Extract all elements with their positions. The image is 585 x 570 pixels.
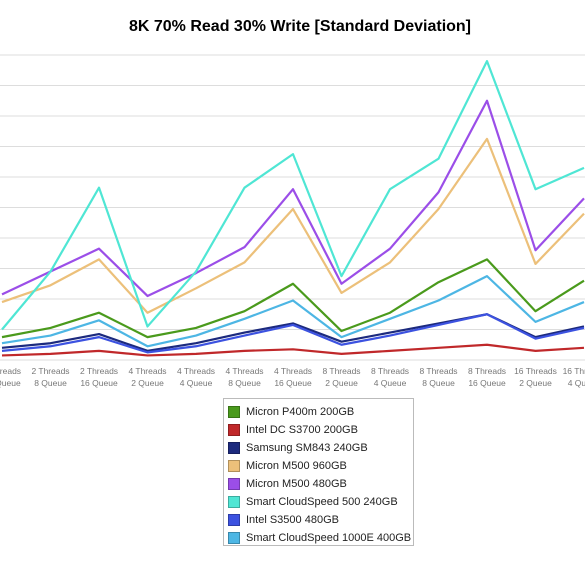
legend-label: Intel S3500 480GB: [246, 514, 339, 526]
legend-label: Micron M500 480GB: [246, 478, 347, 490]
series-line-micron-m500-480gb: [1, 99, 585, 298]
x-tick-label: 16 Threads: [514, 366, 557, 376]
legend-label: Smart CloudSpeed 500 240GB: [246, 496, 398, 508]
x-tick-label: 16 Queue: [274, 378, 312, 388]
legend-swatch: [228, 424, 240, 436]
legend-item: Smart CloudSpeed 500 240GB: [228, 493, 413, 511]
series-line-intel-dc-s3700-200gb: [1, 343, 585, 357]
legend-item: Micron M500 480GB: [228, 475, 413, 493]
legend-label: Smart CloudSpeed 1000E 400GB: [246, 532, 412, 544]
x-tick-label: 8 Queue: [422, 378, 455, 388]
x-axis-tick-labels: 1 Threads 16 Queue 2 Threads 8 Queue 2 Threa…: [0, 366, 585, 388]
legend-item: Intel DC S3700 200GB: [228, 421, 413, 439]
legend-swatch: [228, 478, 240, 490]
x-tick-label: 4 Queue: [568, 378, 585, 388]
x-tick-label: 8 Queue: [34, 378, 67, 388]
x-tick-label: 4 Threads: [274, 366, 312, 376]
gridlines: [0, 54, 585, 361]
x-tick-label: 8 Threads: [371, 366, 409, 376]
series-line-micron-m500-960gb: [1, 137, 585, 314]
legend-label: Micron M500 960GB: [246, 460, 347, 472]
series-lines: [1, 59, 585, 357]
legend-swatch: [228, 496, 240, 508]
legend-item: Micron P400m 200GB: [228, 403, 413, 421]
legend-swatch: [228, 514, 240, 526]
x-tick-label: 2 Threads: [31, 366, 69, 376]
x-tick-label: 4 Threads: [177, 366, 215, 376]
x-tick-label: 8 Queue: [228, 378, 261, 388]
x-tick-label: 2 Queue: [519, 378, 552, 388]
legend-swatch: [228, 406, 240, 418]
legend-item: Samsung SM843 240GB: [228, 439, 413, 457]
series-line-micron-p400m-200gb: [1, 258, 585, 339]
legend-label: Intel DC S3700 200GB: [246, 424, 358, 436]
legend-item: Micron M500 960GB: [228, 457, 413, 475]
x-tick-label: 16 Queue: [468, 378, 506, 388]
series-line-smart-cloudspeed-1000e-400gb: [1, 275, 585, 348]
x-tick-label: 4 Threads: [128, 366, 166, 376]
legend-item: Smart CloudSpeed 1000E 400GB: [228, 529, 413, 547]
x-tick-label: 4 Queue: [374, 378, 407, 388]
legend-swatch: [228, 532, 240, 544]
x-tick-label: 16 Queue: [80, 378, 118, 388]
x-tick-label: 16 Threads: [563, 366, 585, 376]
legend-label: Samsung SM843 240GB: [246, 442, 368, 454]
legend-swatch: [228, 460, 240, 472]
chart-title: 8K 70% Read 30% Write [Standard Deviatio…: [128, 18, 472, 35]
legend-item: Intel S3500 480GB: [228, 511, 413, 529]
x-tick-label: 1 Threads: [0, 366, 21, 376]
x-tick-label: 2 Queue: [131, 378, 164, 388]
x-tick-label: 8 Threads: [419, 366, 457, 376]
x-tick-label: 4 Threads: [225, 366, 263, 376]
legend-swatch: [228, 442, 240, 454]
legend: Micron P400m 200GB Intel DC S3700 200GB Sa…: [223, 398, 414, 546]
legend-label: Micron P400m 200GB: [246, 406, 355, 418]
x-tick-label: 16 Queue: [0, 378, 21, 388]
series-line-smart-cloudspeed-500-240gb: [1, 59, 585, 331]
x-tick-label: 2 Threads: [80, 366, 118, 376]
x-tick-label: 8 Threads: [322, 366, 360, 376]
x-tick-label: 2 Queue: [325, 378, 358, 388]
x-tick-label: 8 Threads: [468, 366, 506, 376]
x-tick-label: 4 Queue: [180, 378, 213, 388]
series-line-intel-s3500-480gb: [1, 313, 585, 354]
